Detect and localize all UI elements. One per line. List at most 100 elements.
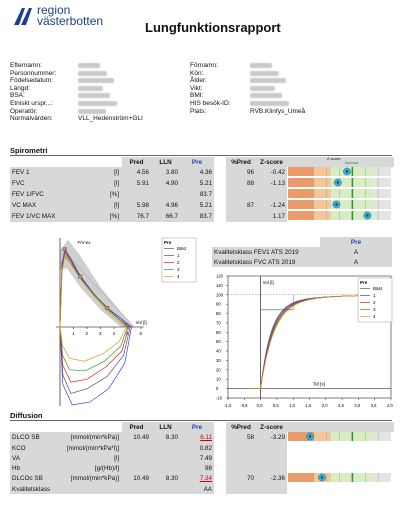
table-row: Kvalitetsklass AA bbox=[10, 484, 394, 494]
redacted-value bbox=[78, 78, 114, 84]
field-label: BSA: bbox=[10, 92, 25, 100]
predicted-line bbox=[59, 247, 135, 328]
quality-value-fvc: A bbox=[353, 258, 359, 266]
x-tick-label: 1,0 bbox=[289, 403, 295, 408]
pred-value bbox=[122, 463, 151, 473]
flow-volume-chart: F/V-ex Vol [l] 1 2 3 4 5 6 Pre Bäst 1 2 3 4 bbox=[55, 237, 197, 406]
field-label: Personnummer: bbox=[10, 69, 57, 77]
redacted-value bbox=[250, 100, 289, 106]
x-tick-label: -0,5 bbox=[240, 403, 248, 408]
pctpred-value bbox=[226, 484, 256, 494]
row-label: Kvalitetsklass bbox=[10, 484, 122, 494]
x-tick-label: 0,5 bbox=[273, 403, 279, 408]
lln-value bbox=[151, 453, 180, 463]
zscore-high-zone bbox=[373, 167, 391, 176]
zscore-value: 1.17 bbox=[256, 211, 287, 222]
fv-curve-4 bbox=[59, 255, 127, 328]
fv-insp-curve-3 bbox=[59, 326, 128, 372]
quality-header: Pre bbox=[320, 237, 392, 247]
zscore-scale bbox=[287, 200, 394, 211]
zscore-high-zone bbox=[373, 473, 391, 482]
pred-value: 4.56 bbox=[122, 167, 151, 178]
field-label: Vikt: bbox=[190, 84, 203, 92]
pred-value bbox=[122, 453, 151, 463]
zscore-scale bbox=[287, 167, 394, 178]
fv-insp-curve-2 bbox=[59, 326, 130, 383]
x-tick-label: 3,0 bbox=[354, 403, 360, 408]
y-tick-label: 70 bbox=[216, 320, 221, 325]
zscore-bar bbox=[288, 432, 391, 441]
zscore-scale-header: Z-score Normal bbox=[287, 156, 394, 167]
patient-field: BSA: bbox=[10, 92, 200, 100]
table-row: KCO [mmol/(min*kPa*l)] 0.82 bbox=[10, 443, 394, 453]
pre-value: 5.21 bbox=[180, 178, 214, 189]
pctpred-value bbox=[226, 443, 256, 453]
col-pre: Pre bbox=[180, 157, 214, 167]
field-label: Plats: bbox=[190, 107, 207, 115]
legend-title: Pre bbox=[360, 280, 368, 285]
pctpred-value bbox=[226, 453, 256, 463]
y-tick-label: 20 bbox=[216, 367, 221, 372]
pctpred-value bbox=[226, 463, 256, 473]
lln-value: 4.90 bbox=[151, 178, 180, 189]
lln-value bbox=[151, 443, 180, 453]
quality-value-fev1: A bbox=[353, 248, 359, 256]
x-tick-label: 3 bbox=[99, 331, 102, 336]
pre-value: 83.7 bbox=[180, 211, 214, 222]
pred-value: 76.7 bbox=[122, 211, 151, 222]
zscore-scale bbox=[287, 211, 394, 222]
patient-field: Normalvärden: VLL_Hedenström+GLI bbox=[10, 115, 200, 123]
pre-value: 7.49 bbox=[180, 453, 214, 463]
zscore-value bbox=[256, 443, 287, 453]
zscore-high-zone bbox=[373, 189, 391, 198]
pre-value: 0.82 bbox=[180, 443, 214, 453]
field-label: Längd: bbox=[10, 84, 30, 92]
field-label: BMI: bbox=[190, 92, 204, 100]
lln-value: 4.96 bbox=[151, 200, 180, 211]
field-label: HIS besök-ID: bbox=[190, 99, 231, 107]
y-tick-label: 60 bbox=[216, 330, 221, 335]
redacted-value bbox=[78, 70, 107, 76]
zscore-bar bbox=[288, 200, 391, 209]
patient-field: Längd: bbox=[10, 85, 200, 93]
row-label: VA [l] bbox=[10, 453, 122, 463]
zscore-scale bbox=[287, 473, 394, 484]
y-tick-label: 90 bbox=[216, 302, 221, 307]
y-tick-label: 10 bbox=[216, 377, 221, 382]
row-label: FVC [l] bbox=[10, 178, 122, 189]
row-label: VC MAX [l] bbox=[10, 200, 122, 211]
pred-value bbox=[122, 189, 151, 200]
table-row: FEV 1/FVC [%] 83.7 bbox=[10, 189, 394, 200]
patient-field: Operatör: bbox=[10, 108, 200, 116]
row-label: DLCO SB [mmol/(min*kPa)] bbox=[10, 432, 122, 443]
logo bbox=[12, 5, 34, 32]
legend-entry: 3 bbox=[177, 267, 180, 272]
lln-value: 8.30 bbox=[151, 473, 180, 484]
x-tick-label: 1 bbox=[72, 331, 75, 336]
predicted-area bbox=[60, 239, 135, 327]
zscore-high-zone bbox=[373, 200, 391, 209]
y-tick-label: 110 bbox=[216, 283, 223, 288]
quality-table: Pre Kvalitetsklass FEV1 ATS 2019 A Kvalit… bbox=[212, 237, 392, 267]
pctpred-value bbox=[226, 211, 256, 222]
pctpred-value: 87 bbox=[226, 200, 256, 211]
vt-curve-4 bbox=[249, 295, 372, 389]
col-pctpred: %Pred bbox=[226, 157, 256, 167]
x-tick-label: 6 bbox=[140, 331, 143, 336]
col-pctpred: %Pred bbox=[226, 422, 256, 432]
redacted-value bbox=[78, 108, 106, 114]
x-tick-label: 1,5 bbox=[306, 403, 312, 408]
pctpred-value: 70 bbox=[226, 473, 256, 484]
pre-value: 6.11 bbox=[180, 432, 214, 443]
pred-value bbox=[122, 443, 151, 453]
field-label: Efternamn: bbox=[10, 62, 42, 69]
legend-entry: 4 bbox=[373, 314, 376, 319]
y-axis-label: Vol [l] bbox=[263, 280, 274, 285]
patient-field: Personnummer: bbox=[10, 70, 200, 78]
zscore-scale bbox=[287, 463, 394, 473]
redacted-value bbox=[250, 78, 286, 84]
diffusion-table: Pred LLN Pre %Pred Z-score DLCO SB [mmol/… bbox=[10, 422, 394, 494]
lln-value bbox=[151, 484, 180, 494]
y-tick-label: 80 bbox=[216, 311, 221, 316]
redacted-value bbox=[250, 70, 279, 76]
